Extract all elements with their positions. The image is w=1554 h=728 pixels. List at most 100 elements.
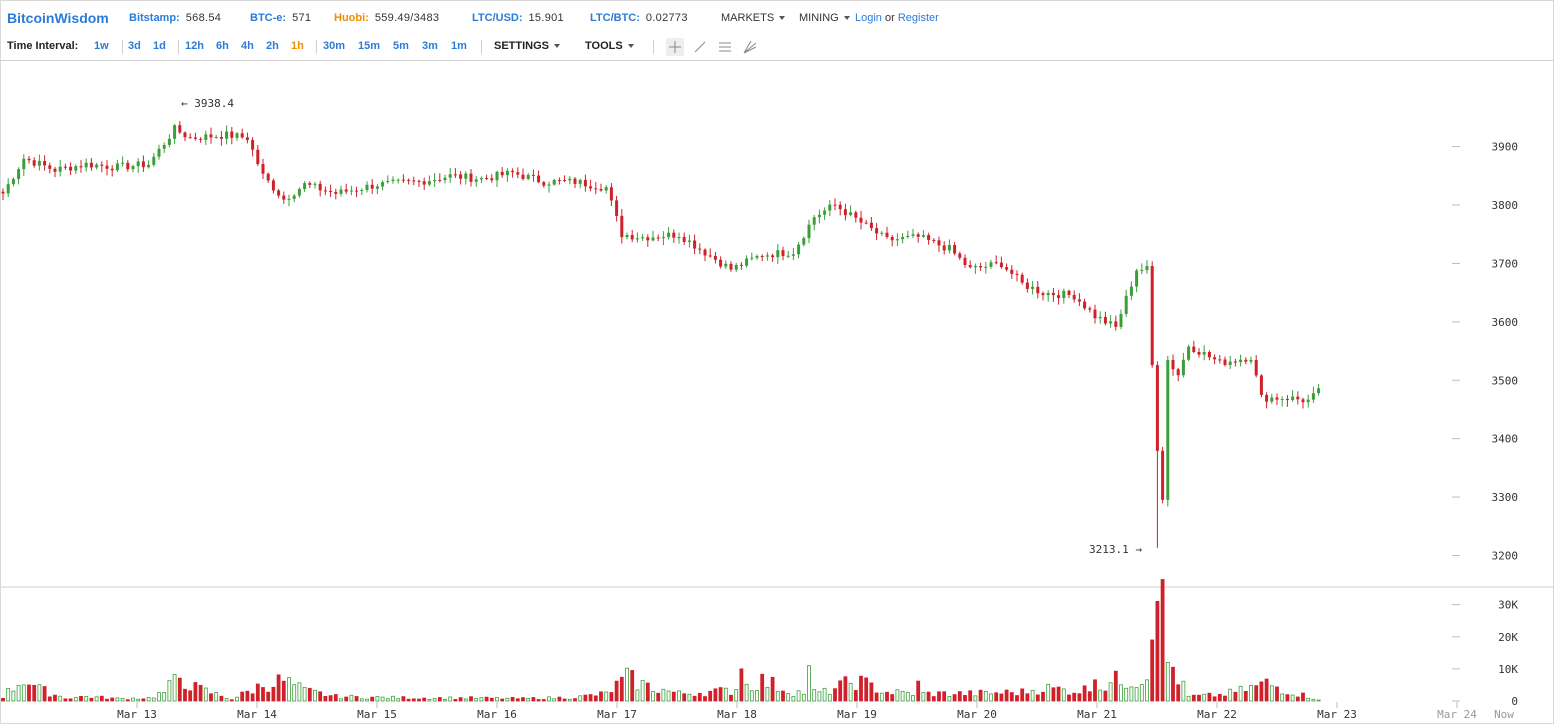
line-draw-icon[interactable]	[691, 38, 709, 56]
candle	[1317, 384, 1321, 396]
volume-bar	[1108, 682, 1113, 702]
interval-1w[interactable]: 1w	[94, 40, 109, 52]
volume-bar	[1259, 681, 1264, 702]
mining-menu[interactable]: MINING	[799, 12, 850, 24]
volume-bar	[1290, 694, 1295, 702]
interval-1m[interactable]: 1m	[451, 40, 467, 52]
volume-bar	[146, 697, 151, 702]
interval-2h[interactable]: 2h	[266, 40, 279, 52]
candle	[225, 125, 229, 145]
volume-bar	[432, 698, 437, 702]
candle	[963, 254, 967, 268]
volume-bar	[505, 697, 510, 702]
price-volume-chart[interactable]: 3900 3800 3700 3600 3500 3400 3300 3200 30K 20K 1…	[1, 61, 1553, 723]
candle	[1046, 290, 1050, 302]
candle	[729, 261, 733, 272]
time-tick-label: Now	[1494, 708, 1514, 721]
chevron-down-icon	[779, 16, 786, 21]
candle	[1020, 272, 1024, 285]
candle	[1077, 293, 1081, 307]
settings-menu[interactable]: SETTINGS	[494, 40, 561, 52]
fan-lines-icon[interactable]	[741, 38, 759, 56]
volume-bar	[37, 684, 42, 702]
volume-bar	[796, 690, 801, 702]
volume-bar	[453, 699, 458, 702]
markets-menu[interactable]: MARKETS	[721, 12, 786, 24]
volume-bar	[994, 692, 999, 702]
ticker-btce[interactable]: BTC-e: 571	[250, 12, 311, 24]
volume-bar	[526, 697, 531, 702]
volume-bar	[1207, 692, 1212, 702]
interval-15m[interactable]: 15m	[358, 40, 381, 52]
ticker-ltc-usd[interactable]: LTC/USD: 15.901	[472, 12, 564, 24]
volume-bar	[47, 696, 52, 702]
price-tick-label: 3300	[1492, 491, 1519, 504]
chart-area[interactable]: 3900 3800 3700 3600 3500 3400 3300 3200 30K 20K 1…	[0, 61, 1554, 724]
volume-bar	[1093, 679, 1097, 702]
candle	[1124, 289, 1128, 317]
candle	[708, 248, 712, 258]
volume-bar	[1228, 688, 1233, 702]
volume-bar	[89, 697, 94, 702]
horizontal-lines-icon[interactable]	[716, 38, 734, 56]
interval-5m[interactable]: 5m	[393, 40, 409, 52]
volume-bar	[682, 693, 687, 702]
volume-bar	[245, 690, 250, 702]
volume-bar	[1041, 691, 1045, 702]
candle	[594, 182, 598, 195]
candle	[1275, 393, 1279, 405]
brand-logo[interactable]: BitcoinWisdom	[7, 10, 109, 26]
volume-bar	[666, 690, 671, 702]
volume-bar	[1035, 694, 1040, 702]
tools-menu[interactable]: TOOLS	[585, 40, 634, 52]
candle	[843, 203, 847, 221]
candle	[885, 226, 889, 239]
candle	[469, 169, 473, 187]
crosshair-icon[interactable]	[666, 38, 684, 56]
volume-bar	[328, 695, 333, 702]
volume-bar	[739, 668, 744, 702]
candle	[401, 174, 405, 183]
low-price-label: 3213.1 →	[1089, 543, 1142, 556]
interval-6h[interactable]: 6h	[216, 40, 229, 52]
interval-3m[interactable]: 3m	[422, 40, 438, 52]
volume-bar	[307, 687, 312, 702]
ticker-ltc-btc[interactable]: LTC/BTC: 0.02773	[590, 12, 688, 24]
candle	[781, 246, 785, 261]
candle	[911, 228, 915, 238]
interval-4h[interactable]: 4h	[241, 40, 254, 52]
ticker-bitstamp[interactable]: Bitstamp: 568.54	[129, 12, 221, 24]
price-tick-label: 3700	[1492, 257, 1519, 270]
volume-bar	[120, 697, 125, 702]
ticker-label: Bitstamp:	[129, 12, 180, 24]
candle	[1062, 288, 1066, 304]
volume-bar	[521, 697, 525, 702]
login-link[interactable]: Login	[855, 12, 882, 24]
time-tick-label: Mar 13	[117, 708, 157, 721]
volume-bar	[895, 689, 900, 702]
volume-bar	[744, 683, 749, 702]
interval-12h[interactable]: 12h	[185, 40, 204, 52]
candle	[687, 234, 691, 248]
candle	[209, 127, 213, 144]
interval-1h[interactable]: 1h	[291, 40, 304, 52]
interval-3d[interactable]: 3d	[128, 40, 141, 52]
candle	[443, 174, 447, 184]
candle	[131, 164, 135, 173]
volume-bar	[1285, 694, 1290, 702]
interval-1d[interactable]: 1d	[153, 40, 166, 52]
interval-30m[interactable]: 30m	[323, 40, 346, 52]
register-link[interactable]: Register	[897, 12, 939, 24]
candle	[609, 183, 613, 206]
candle	[266, 172, 270, 184]
candle	[141, 155, 145, 172]
volume-bar	[609, 692, 614, 702]
candle	[1285, 395, 1289, 407]
volume-bar	[266, 691, 271, 702]
ticker-huobi[interactable]: Huobi: 559.49/3483	[334, 12, 439, 24]
candle	[282, 191, 286, 204]
volume-bar	[1119, 684, 1123, 702]
candle	[812, 214, 816, 231]
candle	[1098, 311, 1102, 324]
candle	[235, 132, 239, 141]
